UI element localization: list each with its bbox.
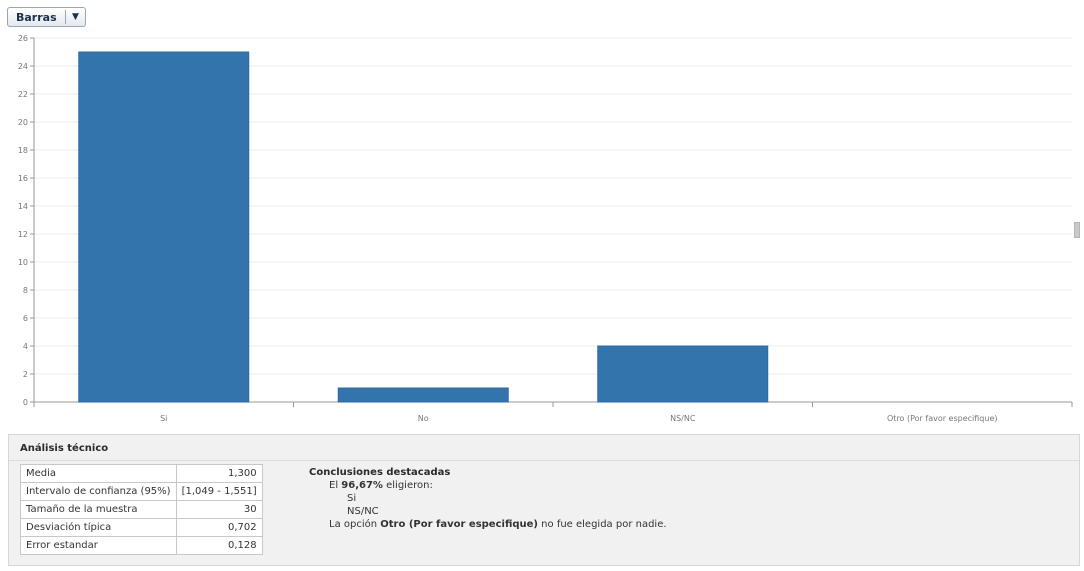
y-tick-label: 16 — [18, 174, 28, 183]
stat-label: Media — [20, 464, 177, 483]
stats-row: Tamaño de la muestra 30 — [20, 500, 263, 519]
conclusions: Conclusiones destacadas El 96,67% eligie… — [309, 466, 667, 531]
stats-row: Desviación típica 0,702 — [20, 518, 263, 537]
stats-table: Media 1,300 Intervalo de confianza (95%) [1… — [20, 464, 263, 555]
stat-value: 30 — [175, 500, 263, 519]
x-tick-label: NS/NC — [670, 414, 696, 423]
stat-value: 0,128 — [175, 536, 263, 555]
y-tick-label: 10 — [18, 258, 28, 267]
conclusions-title: Conclusiones destacadas — [309, 467, 451, 478]
stat-label: Tamaño de la muestra — [20, 500, 177, 519]
stat-label: Error estandar — [20, 536, 177, 555]
chart-type-dropdown[interactable]: Barras ▼ — [7, 7, 86, 27]
x-tick-label: No — [418, 414, 429, 423]
conclusion-option: Si — [347, 493, 357, 504]
scrollbar-thumb[interactable] — [1074, 222, 1080, 238]
y-tick-label: 24 — [18, 62, 28, 71]
y-tick-label: 8 — [23, 286, 28, 295]
y-tick-label: 6 — [23, 314, 28, 323]
conclusion-unselected: La opción Otro (Por favor especifique) n… — [329, 519, 667, 530]
chart-type-label: Barras — [16, 10, 57, 24]
stats-row: Media 1,300 — [20, 464, 263, 483]
y-tick-label: 18 — [18, 146, 28, 155]
stat-label: Desviación típica — [20, 518, 177, 537]
stat-value: [1,049 - 1,551] — [175, 482, 263, 501]
chevron-down-icon[interactable]: ▼ — [72, 12, 79, 22]
y-tick-label: 2 — [23, 370, 28, 379]
stats-row: Intervalo de confianza (95%) [1,049 - 1,5… — [20, 482, 263, 501]
x-tick-label: Otro (Por favor especifique) — [887, 414, 998, 423]
stat-value: 0,702 — [175, 518, 263, 537]
stats-row: Error estandar 0,128 — [20, 536, 263, 555]
divider — [9, 460, 1079, 461]
x-tick-label: Si — [160, 414, 167, 423]
stat-value: 1,300 — [175, 464, 263, 483]
bar — [597, 345, 769, 403]
stat-label: Intervalo de confianza (95%) — [20, 482, 177, 501]
y-tick-label: 22 — [18, 90, 28, 99]
conclusion-majority: El 96,67% eligieron: — [329, 480, 433, 491]
analysis-title: Análisis técnico — [20, 443, 109, 454]
bar — [78, 51, 250, 403]
conclusion-option: NS/NC — [347, 506, 379, 517]
y-tick-label: 14 — [18, 202, 28, 211]
dropdown-separator — [65, 10, 66, 24]
y-tick-label: 12 — [18, 230, 28, 239]
y-tick-label: 26 — [18, 34, 28, 43]
y-tick-label: 20 — [18, 118, 28, 127]
y-tick-label: 0 — [23, 398, 28, 407]
y-tick-label: 4 — [23, 342, 28, 351]
analysis-panel: Análisis técnico Media 1,300 Intervalo de … — [8, 434, 1080, 566]
bar — [337, 387, 509, 403]
